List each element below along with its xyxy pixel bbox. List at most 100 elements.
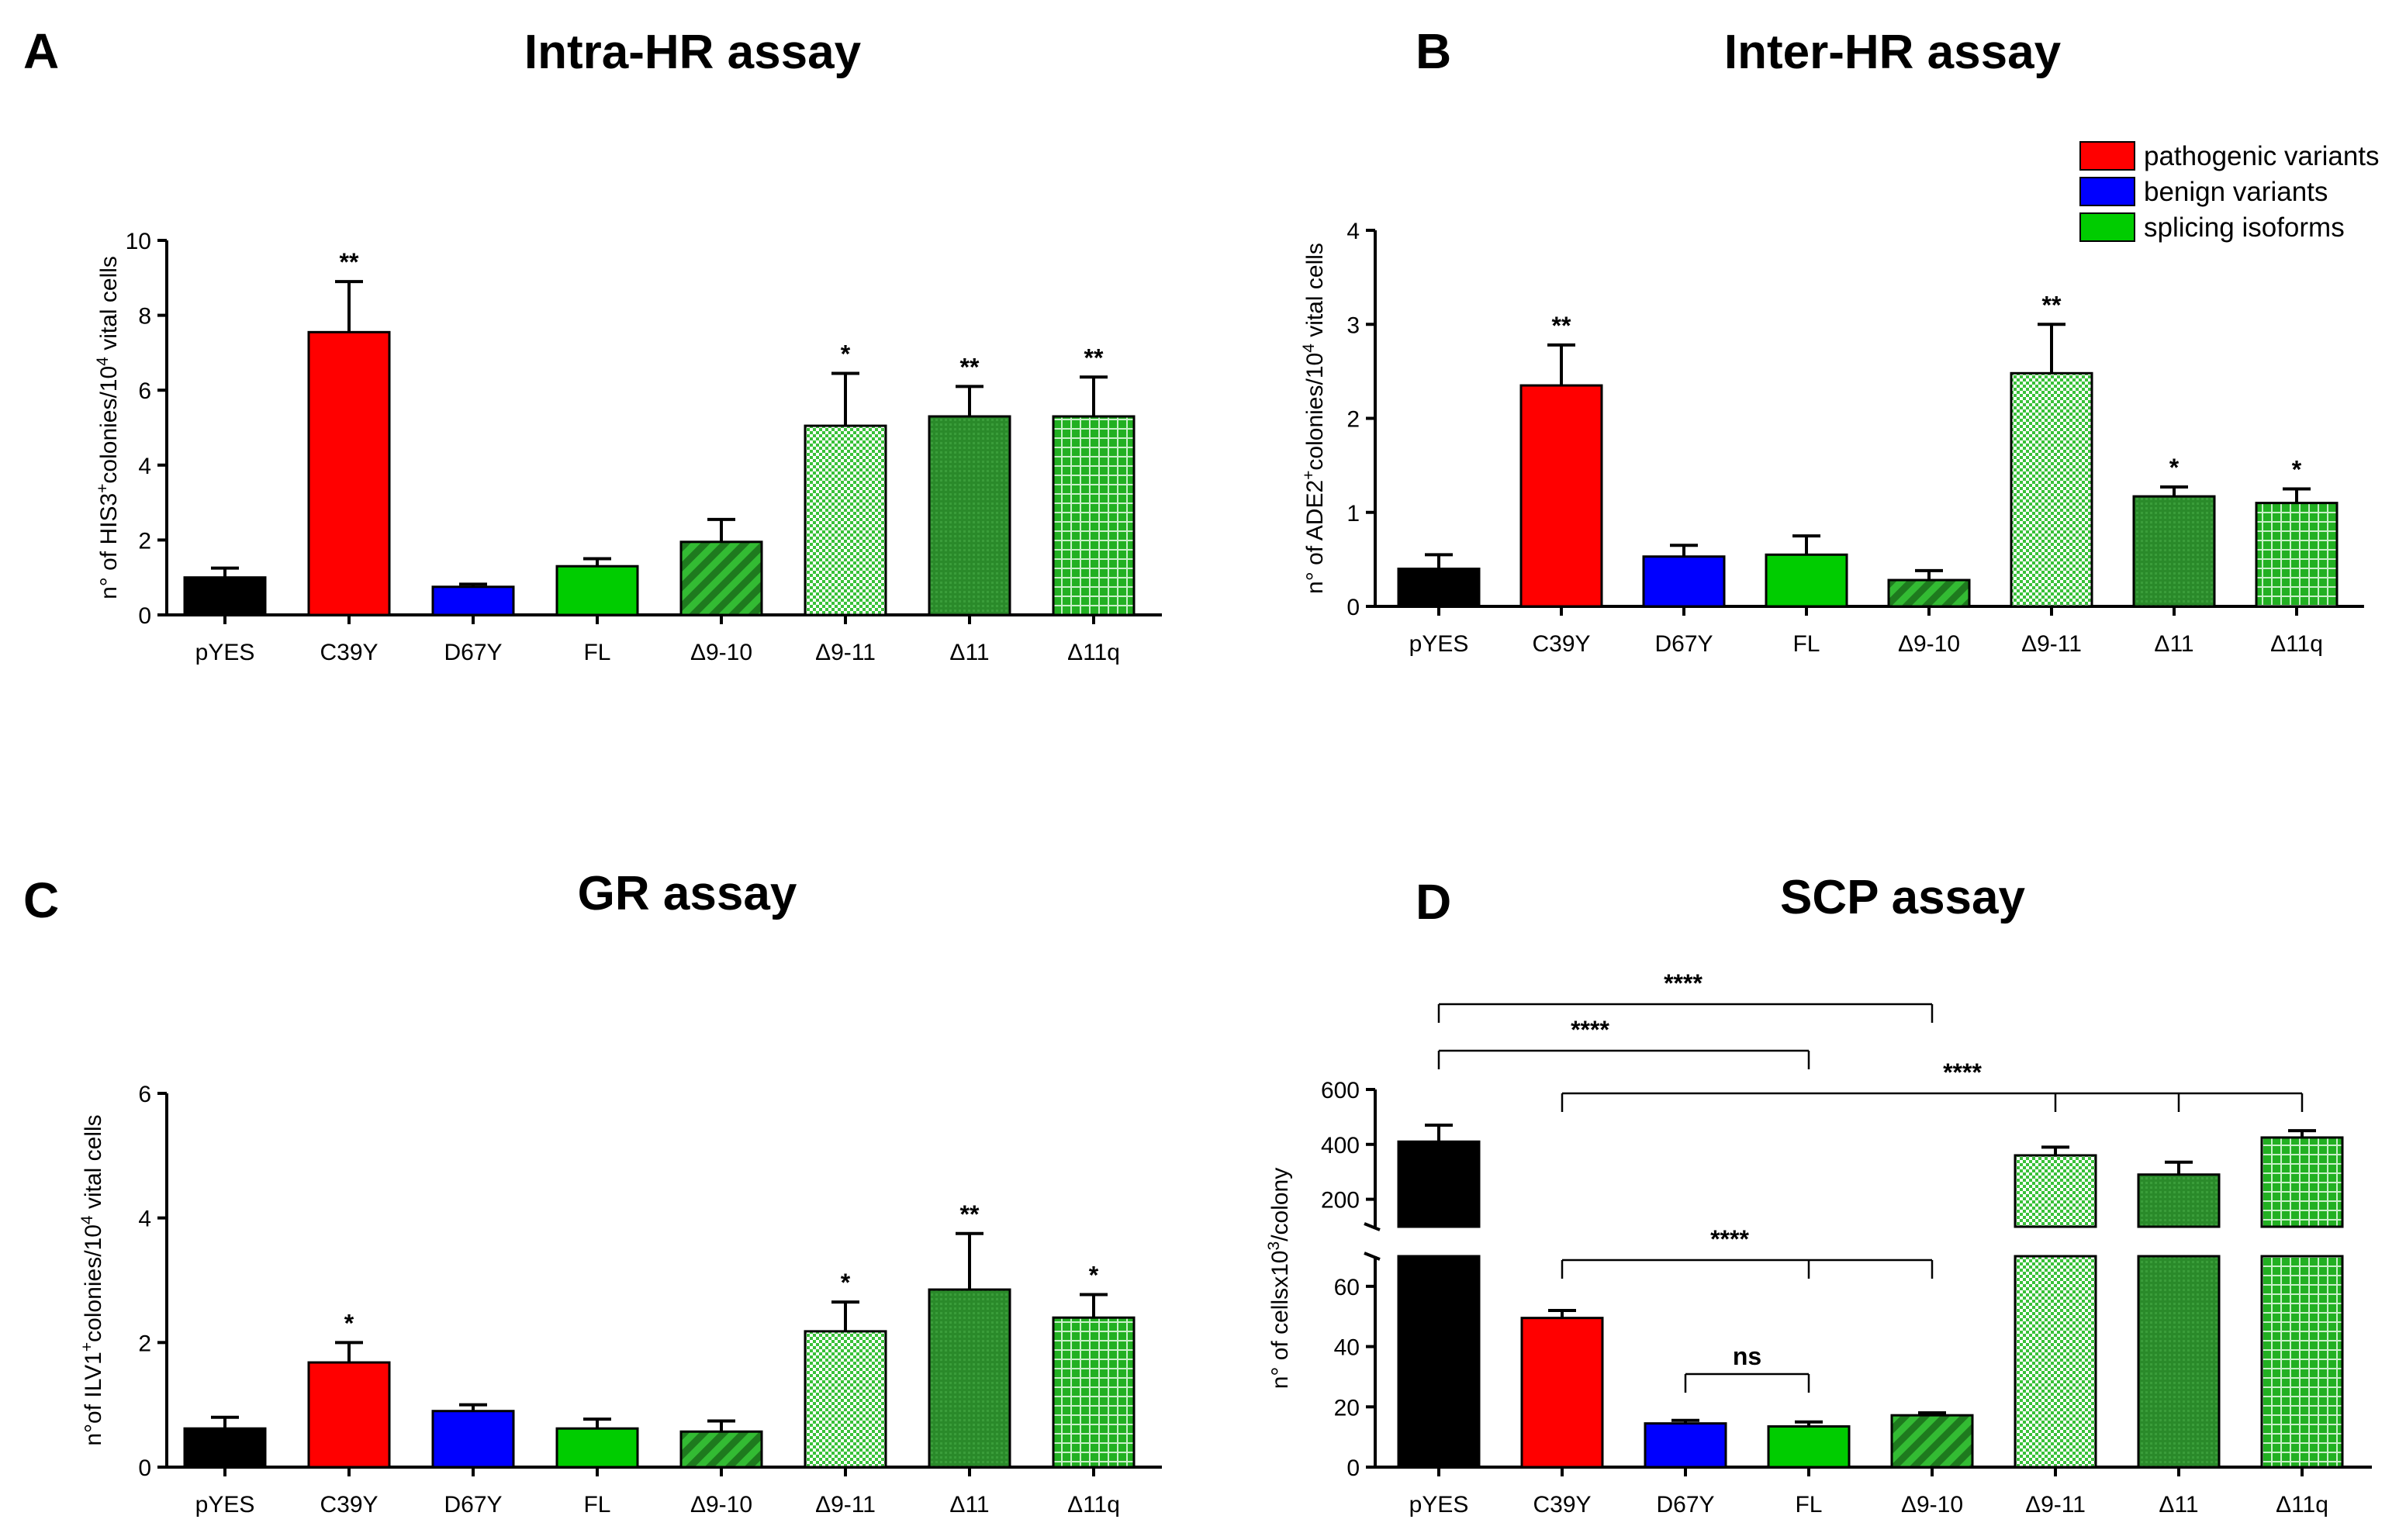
category-label: C39Y [1532,631,1590,657]
y-tick-label: 600 [1321,1078,1360,1103]
bar-Δ11q [2255,502,2339,608]
category-label: C39Y [320,640,378,665]
bar-C39Y [307,1361,391,1469]
category-label: pYES [1409,1492,1469,1518]
significance-label: ** [1552,312,1571,340]
legend: pathogenic variants benign variants splici… [2079,141,2380,243]
y-tick-label: 3 [1346,312,1360,338]
category-label: Δ11q [1067,1492,1120,1518]
category-label: Δ11q [2270,631,2323,657]
bar-C39Y [1519,384,1603,608]
bar-FL [555,565,639,616]
legend-label: splicing isoforms [2144,212,2345,243]
axis-break-mark [1364,1222,1381,1231]
significance-label: ** [960,1200,980,1228]
category-label: FL [1792,631,1820,657]
category-label: Δ11q [1067,640,1120,665]
y-tick-label: 6 [138,1082,151,1107]
bar-D67Y [1642,555,1726,608]
category-label: C39Y [1533,1492,1591,1518]
bar-Δ11 [928,415,1011,616]
y-tick-label: 0 [1346,595,1360,620]
category-label: Δ9-10 [1901,1492,1963,1518]
bar-pYES [183,1427,267,1469]
bar-C39Y [1520,1317,1604,1469]
significance-label: * [2292,455,2302,483]
y-axis-label: n° of ADE2+colonies/104 vital cells [1300,243,1329,594]
panel-d-scp-chart: D SCP assay 0 20 40 60 200 400 600 pYES C39Y D67Y FL… [1265,871,2372,1518]
y-tick-label: 6 [138,378,151,404]
ns-label: ns [1733,1342,1761,1370]
significance-label: **** [1664,969,1703,997]
bar-Δ9-10 [1887,578,1971,608]
bar-upper-Δ11q [2260,1136,2344,1228]
significance-label: ** [1084,344,1104,371]
category-label: Δ9-10 [1898,631,1960,657]
y-tick-label: 0 [138,603,151,629]
legend-swatch [2079,177,2135,206]
panel-title: Inter-HR assay [1724,26,2062,79]
panel-c-gr-chart: C GR assay 0 2 4 6 pYES * C39Y D67Y FL Δ9-10 * Δ9-11 *… [23,867,1162,1518]
legend-label: benign variants [2144,177,2328,207]
y-axis-label: n° of HIS3+colonies/104 vital cells [94,256,123,599]
bar-Δ9-11 [804,1330,887,1469]
bar-D67Y [431,585,515,616]
bar-lower-Δ9-11 [2014,1255,2097,1469]
y-tick-label: 2 [138,1331,151,1356]
category-label: C39Y [320,1492,378,1518]
category-label: pYES [195,1492,255,1518]
y-tick-label: 400 [1321,1133,1360,1158]
category-label: FL [583,640,610,665]
y-tick-label: 2 [138,528,151,554]
category-label: pYES [195,640,255,665]
bar-lower-Δ11q [2260,1255,2344,1469]
significance-label: * [1089,1261,1099,1289]
significance-label: ** [2042,291,2062,319]
category-label: D67Y [444,1492,502,1518]
panel-title: Intra-HR assay [524,26,862,79]
category-label: FL [583,1492,610,1518]
panel-letter: C [23,872,59,928]
bar-FL [555,1427,639,1469]
bar-upper-pYES [1397,1140,1481,1228]
y-tick-label: 200 [1321,1188,1360,1214]
bar-pYES [1397,568,1481,608]
bar-FL [1765,553,1848,608]
bar-Δ11 [2132,495,2216,608]
bar-lower-pYES [1397,1255,1481,1469]
category-label: Δ11 [949,1492,989,1518]
category-label: Δ11 [2159,1492,2198,1518]
y-tick-label: 1 [1346,501,1360,527]
bar-Δ11q [1052,415,1136,616]
y-tick-label: 60 [1334,1275,1360,1300]
category-label: D67Y [444,640,502,665]
panel-letter: D [1416,874,1451,930]
category-label: Δ11 [949,640,989,665]
bar-Δ11 [928,1288,1011,1469]
significance-label: ** [960,353,980,381]
y-tick-label: 4 [138,454,151,479]
category-label: FL [1795,1492,1822,1518]
legend-swatch [2079,212,2135,242]
category-label: D67Y [1654,631,1713,657]
category-label: Δ9-10 [690,1492,752,1518]
bar-upper-Δ11 [2137,1173,2221,1228]
panel-letter: A [23,23,59,79]
panel-title: SCP assay [1780,871,2026,924]
bar-Δ9-10 [1890,1414,1974,1469]
bar-D67Y [1644,1422,1727,1469]
category-label: Δ9-11 [815,1492,876,1518]
axis-break-mark [1364,1252,1381,1261]
legend-label: pathogenic variants [2144,141,2380,171]
legend-swatch [2079,141,2135,171]
bar-Δ11q [1052,1316,1136,1469]
category-label: Δ11 [2154,631,2193,657]
bar-C39Y [307,330,391,616]
category-label: Δ11q [2276,1492,2328,1518]
bar-D67Y [431,1410,515,1469]
panel-title: GR assay [578,867,797,920]
y-tick-label: 4 [138,1207,151,1232]
y-tick-label: 0 [138,1455,151,1481]
